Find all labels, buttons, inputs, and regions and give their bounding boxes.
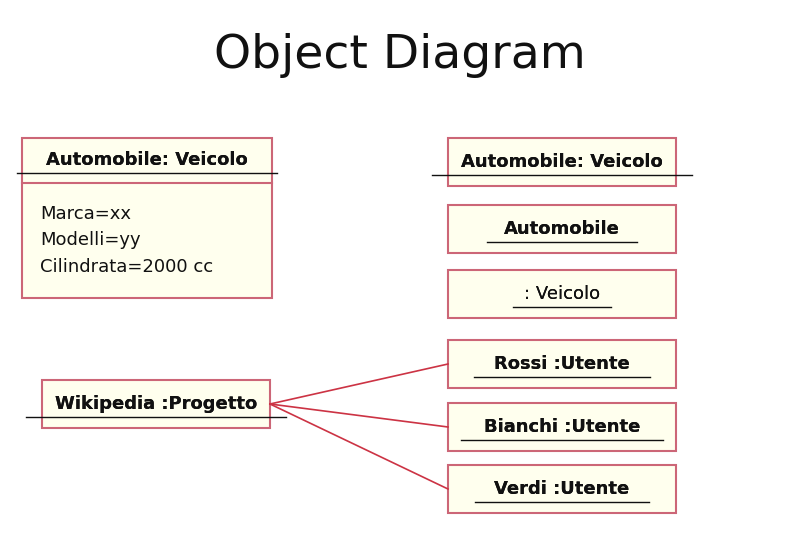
Text: Rossi :Utente: Rossi :Utente	[494, 355, 630, 373]
Text: : Veicolo: : Veicolo	[524, 285, 600, 303]
Text: Automobile: Veicolo: Automobile: Veicolo	[461, 153, 663, 171]
Text: Rossi :Utente: Rossi :Utente	[494, 355, 630, 373]
Text: Object Diagram: Object Diagram	[214, 32, 586, 77]
Text: Automobile: Veicolo: Automobile: Veicolo	[46, 152, 248, 170]
Text: Automobile: Veicolo: Automobile: Veicolo	[46, 152, 248, 170]
FancyBboxPatch shape	[42, 380, 270, 428]
FancyBboxPatch shape	[448, 465, 676, 513]
Text: Automobile: Automobile	[504, 220, 620, 238]
Text: Automobile: Automobile	[504, 220, 620, 238]
FancyBboxPatch shape	[448, 270, 676, 318]
Text: Wikipedia :Progetto: Wikipedia :Progetto	[55, 395, 257, 413]
Text: Bianchi :Utente: Bianchi :Utente	[484, 418, 640, 436]
FancyBboxPatch shape	[448, 138, 676, 186]
Text: Wikipedia :Progetto: Wikipedia :Progetto	[55, 395, 257, 413]
FancyBboxPatch shape	[448, 340, 676, 388]
Text: : Veicolo: : Veicolo	[524, 285, 600, 303]
Text: Automobile: Veicolo: Automobile: Veicolo	[461, 153, 663, 171]
FancyBboxPatch shape	[22, 138, 272, 298]
FancyBboxPatch shape	[448, 205, 676, 253]
Text: Bianchi :Utente: Bianchi :Utente	[484, 418, 640, 436]
Text: Verdi :Utente: Verdi :Utente	[494, 480, 630, 498]
FancyBboxPatch shape	[448, 403, 676, 451]
Text: Verdi :Utente: Verdi :Utente	[494, 480, 630, 498]
Text: Marca=xx
Modelli=yy
Cilindrata=2000 cc: Marca=xx Modelli=yy Cilindrata=2000 cc	[40, 205, 213, 276]
